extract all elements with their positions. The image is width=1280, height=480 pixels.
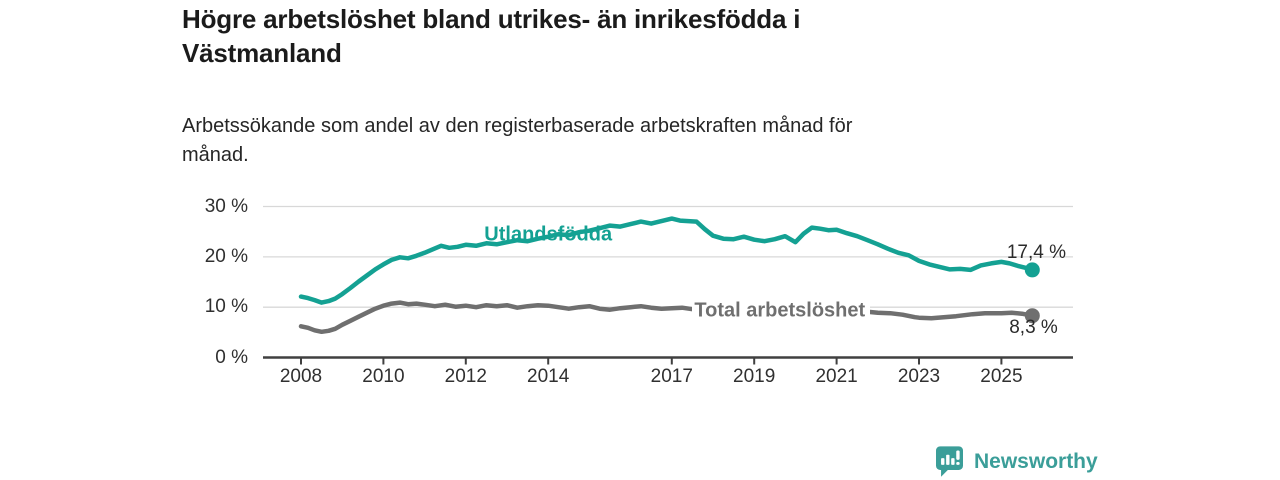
x-axis-label-2021: 2021 — [815, 366, 858, 387]
series-label-utlandsf-dda: Utlandsfödda — [484, 223, 613, 246]
series-end-dot-total-arbetsl-shet — [1024, 308, 1040, 324]
chart-subtitle: Arbetssökande som andel av den registerb… — [182, 115, 853, 166]
x-axis-label-2010: 2010 — [362, 366, 405, 387]
series-end-dot-utlandsf-dda — [1024, 262, 1040, 278]
y-axis-label-10: 10 % — [204, 296, 248, 318]
x-axis-label-2008: 2008 — [279, 366, 323, 387]
series-label-total-arbetsl-shet: Total arbetslöshet — [692, 297, 871, 325]
x-axis-label-2012: 2012 — [444, 366, 487, 387]
x-axis-label-2025: 2025 — [980, 366, 1023, 387]
y-axis-label-0: 0 % — [215, 346, 248, 368]
series-line-total-arbetsl-shet — [298, 300, 1035, 335]
page-title: Högre arbetslöshet bland utrikes- än inr… — [182, 4, 801, 68]
y-axis-label-20: 20 % — [204, 245, 248, 267]
end-value-label-total-arbetsl-shet: 8,3 % — [1009, 317, 1058, 339]
end-value-label-utlandsf-dda: 17,4 % — [1006, 242, 1066, 264]
brand-name: Newsworthy — [974, 449, 1098, 473]
newsworthy-bars-icon — [936, 446, 963, 477]
series-line-utlandsf-dda — [298, 216, 1035, 305]
newsworthy-logo: Newsworthy — [936, 446, 1098, 477]
y-axis-label-30: 30 % — [204, 195, 248, 217]
x-axis-label-2019: 2019 — [733, 366, 776, 387]
x-axis-label-2017: 2017 — [650, 366, 693, 387]
x-axis-label-2014: 2014 — [527, 366, 570, 387]
x-axis-label-2023: 2023 — [897, 366, 941, 387]
